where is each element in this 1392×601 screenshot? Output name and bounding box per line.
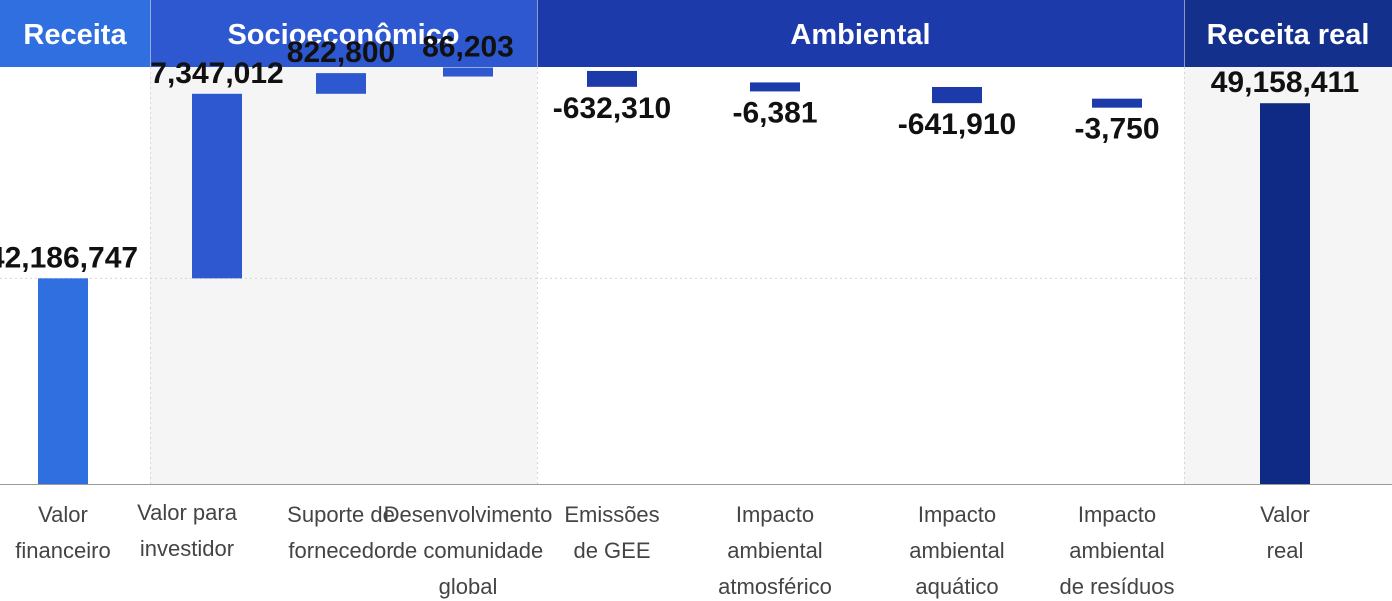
category-label: Desenvolvimento xyxy=(384,502,553,527)
bar xyxy=(192,93,242,279)
value-label: -641,910 xyxy=(898,108,1016,141)
bar xyxy=(587,70,637,87)
category-label: Impacto xyxy=(918,502,996,527)
category-label: ambiental xyxy=(909,538,1004,563)
value-label: 7,347,012 xyxy=(150,57,283,90)
group-header xyxy=(0,0,150,67)
group-headers: Receita Socioeconômico Ambiental Receita re… xyxy=(0,0,1392,67)
group-header-label: Receita xyxy=(23,19,127,51)
value-label: -3,750 xyxy=(1074,113,1159,146)
value-label: 42,186,747 xyxy=(0,241,138,274)
category-label: Valor xyxy=(1260,502,1310,527)
group-header-label: Receita real xyxy=(1207,19,1370,51)
category-label: global xyxy=(439,574,498,599)
category-label: de GEE xyxy=(573,538,650,563)
bar xyxy=(750,82,800,92)
group-header xyxy=(150,0,537,67)
category-label: financeiro xyxy=(15,538,110,563)
category-label: atmosférico xyxy=(718,574,832,599)
category-label: real xyxy=(1267,538,1304,563)
category-label: fornecedor xyxy=(288,538,393,563)
bar xyxy=(932,86,982,104)
value-label: 49,158,411 xyxy=(1211,66,1360,99)
bar xyxy=(316,73,366,94)
group-header xyxy=(1184,0,1392,67)
bar xyxy=(1260,103,1310,484)
category-label: ambiental xyxy=(727,538,822,563)
category-label: de resíduos xyxy=(1060,574,1175,599)
category-label: ambiental xyxy=(1069,538,1164,563)
group-header-label: Socioeconômico xyxy=(227,19,459,51)
category-label: Valor para xyxy=(137,500,238,525)
category-label: aquático xyxy=(915,574,998,599)
bars xyxy=(38,67,1310,484)
bar xyxy=(443,67,493,77)
category-label: Impacto xyxy=(736,502,814,527)
category-label: de comunidade xyxy=(393,538,543,563)
group-header-label: Ambiental xyxy=(790,19,930,51)
category-label: Impacto xyxy=(1078,502,1156,527)
value-label: -6,381 xyxy=(732,96,817,129)
value-label: 86,203 xyxy=(422,31,514,64)
bar xyxy=(1092,98,1142,108)
category-label: Suporte de xyxy=(287,502,395,527)
category-labels: Valor financeiro Valor para investidor Supor… xyxy=(15,500,1310,599)
bar xyxy=(38,278,88,484)
value-label: 822,800 xyxy=(287,36,395,69)
value-label: -632,310 xyxy=(553,92,671,125)
group-header xyxy=(537,0,1184,67)
group-backgrounds xyxy=(150,67,1392,484)
category-label: Valor xyxy=(38,502,88,527)
category-label: investidor xyxy=(140,536,234,561)
category-label: Emissões xyxy=(564,502,659,527)
